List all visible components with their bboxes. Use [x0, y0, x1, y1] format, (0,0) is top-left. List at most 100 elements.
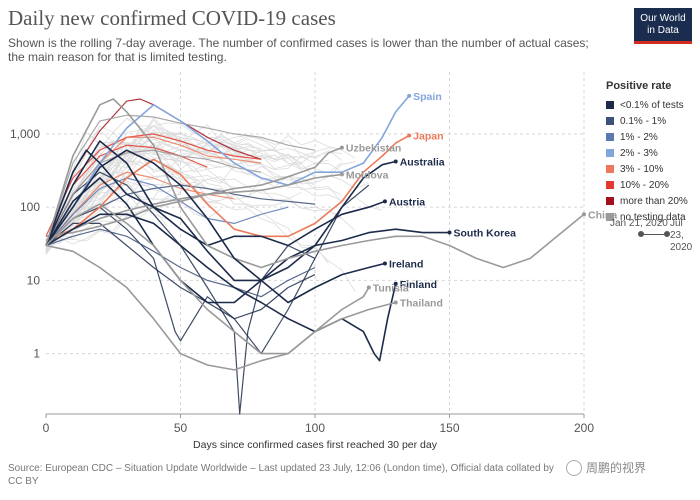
series-line-moldova[interactable] — [45, 173, 343, 247]
series-line[interactable] — [45, 149, 262, 246]
series-line-australia[interactable] — [45, 160, 396, 304]
x-tick-label: 100 — [305, 421, 325, 435]
y-tick-label: 1 — [33, 347, 40, 361]
series-label: Japan — [413, 131, 443, 143]
series-line-spain-end — [407, 93, 412, 98]
y-tick-label: 10 — [27, 273, 41, 287]
series-line-south-korea-end — [447, 230, 452, 235]
wechat-icon — [566, 459, 582, 476]
series-label: Finland — [400, 279, 437, 291]
series-line-ireland-end — [382, 261, 387, 266]
x-tick-label: 0 — [43, 421, 50, 435]
timeline[interactable]: Jan 21, 2020 Jul 23, 2020 — [606, 218, 698, 258]
legend-item[interactable]: no testing data — [606, 209, 700, 225]
legend-item[interactable]: more than 20% — [606, 193, 700, 209]
background-line — [45, 131, 343, 246]
y-axis: 1 10 100 1,000 — [10, 127, 40, 361]
series-line-china[interactable] — [45, 98, 585, 269]
timeline-track[interactable] — [640, 234, 668, 235]
timeline-handle-end[interactable] — [664, 231, 670, 237]
source-text: Source: European CDC – Situation Update … — [8, 463, 554, 474]
gridlines — [46, 72, 585, 414]
legend-label: 0.1% - 1% — [620, 115, 667, 127]
series-label: South Korea — [454, 228, 517, 240]
timeline-start: Jan 21, 2020 — [610, 218, 668, 229]
legend-swatch — [606, 213, 614, 221]
owid-logo[interactable]: Our World in Data — [634, 8, 692, 44]
series-line-thailand-end — [393, 300, 398, 305]
legend-swatch — [606, 181, 614, 189]
series-line[interactable] — [45, 228, 316, 298]
legend: Positive rate <0.1% of tests 0.1% - 1% 1% … — [606, 80, 700, 225]
background-line — [45, 129, 369, 243]
legend-label: 10% - 20% — [620, 179, 669, 191]
legend-item[interactable]: 0.1% - 1% — [606, 113, 700, 129]
legend-label: no testing data — [620, 211, 686, 223]
series-line-tunisia[interactable] — [45, 244, 370, 371]
series-line-austria[interactable] — [45, 140, 386, 247]
series-line-japan-end — [407, 133, 412, 138]
series-line-finland-end — [393, 281, 398, 286]
legend-item[interactable]: 1% - 2% — [606, 129, 700, 145]
legend-item[interactable]: <0.1% of tests — [606, 97, 700, 113]
legend-item[interactable]: 2% - 3% — [606, 145, 700, 161]
series-line-australia-end — [393, 159, 398, 164]
legend-label: 2% - 3% — [620, 147, 658, 159]
background-line — [45, 182, 343, 241]
series-label: Moldova — [346, 169, 389, 181]
chart-subtitle: Shown is the rolling 7-day average. The … — [8, 36, 589, 64]
legend-swatch — [606, 101, 614, 109]
series-label: Uzbekistan — [346, 143, 401, 155]
series-line-austria-end — [382, 199, 387, 204]
legend-swatch — [606, 117, 614, 125]
series-line-finland[interactable] — [45, 213, 397, 362]
series-line-thailand[interactable] — [45, 203, 396, 355]
x-tick-label: 200 — [574, 421, 594, 435]
legend-item[interactable]: 10% - 20% — [606, 177, 700, 193]
series-line-ireland[interactable] — [45, 149, 386, 304]
series-line-japan[interactable] — [45, 134, 410, 242]
series-line-south-korea[interactable] — [45, 149, 450, 282]
series-line[interactable] — [45, 133, 262, 237]
timeline-end: Jul 23, 2020 — [670, 218, 693, 253]
legend-swatch — [606, 149, 614, 157]
series-label: Tunisia — [373, 282, 409, 294]
footer: Source: European CDC – Situation Update … — [8, 462, 628, 488]
watermark-text: 周鹏的视界 — [586, 461, 647, 475]
legend-label: 3% - 10% — [620, 163, 664, 175]
legend-label: 1% - 2% — [620, 131, 658, 143]
y-tick-label: 1,000 — [10, 127, 40, 141]
background-line — [45, 183, 222, 252]
x-tick-label: 150 — [439, 421, 459, 435]
series-label: Thailand — [400, 297, 443, 309]
x-axis: 0 50 100 150 200 — [43, 413, 594, 435]
chart-title: Daily new confirmed COVID-19 cases — [8, 6, 336, 30]
series-line[interactable] — [45, 177, 289, 246]
series-line-moldova-end — [339, 172, 344, 177]
series-label: Ireland — [389, 259, 423, 271]
background-line — [45, 135, 356, 292]
series-lines — [45, 93, 586, 415]
series-line-tunisia-end — [366, 285, 371, 290]
legend-title: Positive rate — [606, 80, 672, 92]
series-line-spain[interactable] — [45, 95, 410, 246]
legend-items: <0.1% of tests 0.1% - 1% 1% - 2% 2% - 3% 3% … — [606, 97, 700, 225]
legend-swatch — [606, 197, 614, 205]
license-text[interactable]: CC BY — [8, 476, 39, 487]
series-line-uzbekistan-end — [339, 145, 344, 150]
timeline-handle-start[interactable] — [638, 231, 644, 237]
background-line — [45, 161, 356, 251]
legend-label: <0.1% of tests — [620, 99, 684, 111]
y-tick-label: 100 — [20, 200, 40, 214]
series-label: Spain — [413, 91, 442, 103]
background-line — [45, 153, 329, 264]
legend-item[interactable]: 3% - 10% — [606, 161, 700, 177]
background-line — [45, 126, 302, 255]
series-label: Austria — [389, 196, 425, 208]
legend-swatch — [606, 165, 614, 173]
series-line-china-end — [582, 212, 586, 217]
series-line[interactable] — [45, 114, 316, 246]
background-line — [45, 156, 302, 249]
